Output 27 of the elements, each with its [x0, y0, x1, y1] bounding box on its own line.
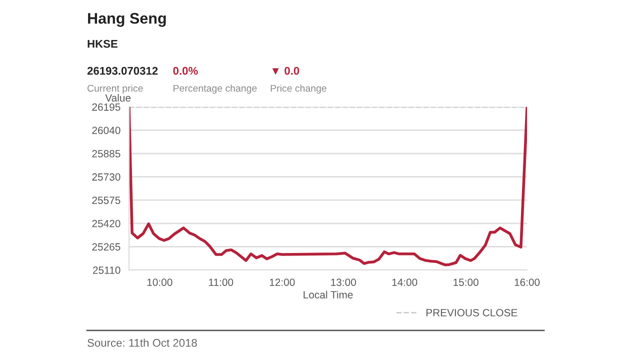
x-tick-label: 12:00: [270, 278, 295, 286]
text: Price change: [270, 84, 326, 94]
y-tick-label: 25265: [92, 243, 120, 251]
x-tick-label: 16:00: [514, 278, 540, 286]
text: 26193.070312: [87, 66, 158, 75]
x-tick-label: 10:00: [147, 278, 172, 286]
x-axis-title: Local Time: [304, 290, 353, 298]
text: ▼ 0.0: [272, 66, 300, 75]
x-tick-label: 15:00: [454, 278, 478, 286]
y-tick-label: 25420: [92, 220, 120, 228]
y-tick-label: 25730: [92, 173, 120, 181]
x-tick-label: 14:00: [392, 278, 418, 286]
text: Current price: [88, 84, 143, 94]
y-tick-label: 26040: [92, 126, 120, 134]
y-tick-label: 25575: [92, 196, 120, 204]
text: 0.0%: [173, 66, 198, 75]
y-tick-label: 25110: [93, 266, 120, 274]
y-tick-label: 26195: [92, 103, 120, 111]
x-tick-label: 11:00: [209, 278, 234, 286]
y-axis-title: Value: [105, 94, 131, 102]
y-tick-label: 25885: [92, 150, 120, 158]
text: Percentage change: [174, 84, 257, 94]
x-tick-label: 13:00: [331, 278, 356, 286]
chart-title: Hang Seng: [88, 12, 166, 27]
source-note: Source: 11th Oct 2018: [88, 338, 197, 347]
chart-subtitle: HKSE: [88, 40, 118, 48]
legend-label: PREVIOUS CLOSE: [426, 309, 518, 316]
